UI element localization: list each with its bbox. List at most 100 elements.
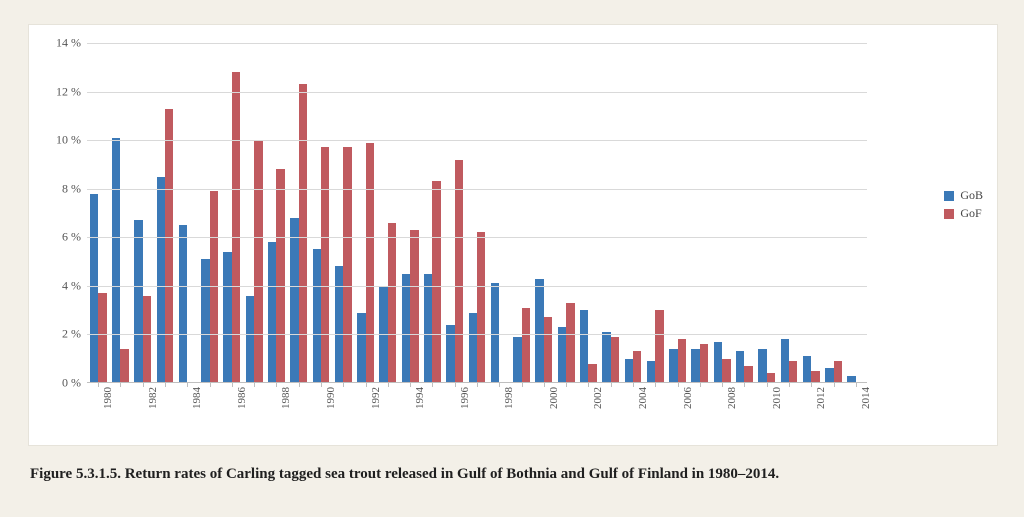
gridline — [87, 286, 867, 287]
bar-gob — [223, 252, 231, 383]
bar-gof — [633, 351, 641, 383]
x-tick-mark — [410, 383, 411, 387]
x-tick-mark — [388, 383, 389, 387]
x-tick-mark — [522, 383, 523, 387]
x-tick-mark — [856, 383, 857, 387]
bar-gof — [522, 308, 530, 383]
bar-gob — [491, 283, 499, 383]
bar-gob — [357, 313, 365, 383]
x-tick-label: 1994 — [414, 387, 426, 409]
bar-gof — [254, 140, 262, 383]
x-tick-label: 2014 — [860, 387, 872, 409]
bar-gob — [90, 194, 98, 383]
x-tick-label: 1986 — [236, 387, 248, 409]
x-tick-mark — [165, 383, 166, 387]
x-tick-mark — [722, 383, 723, 387]
bar-gof — [455, 160, 463, 383]
x-tick-mark — [120, 383, 121, 387]
x-tick-mark — [544, 383, 545, 387]
x-tick-label: 2004 — [637, 387, 649, 409]
bar-gob — [691, 349, 699, 383]
x-tick-mark — [343, 383, 344, 387]
plot-area: 0 %2 %4 %6 %8 %10 %12 %14 %1980198219841… — [87, 43, 867, 383]
bars-layer — [87, 43, 867, 383]
y-tick-label: 4 % — [62, 278, 81, 293]
x-tick-mark — [811, 383, 812, 387]
legend-label: GoB — [960, 188, 983, 203]
figure-caption: Figure 5.3.1.5. Return rates of Carling … — [28, 464, 996, 484]
legend-item: GoF — [944, 206, 983, 221]
bar-gof — [611, 337, 619, 383]
bar-gob — [179, 225, 187, 383]
bar-gob — [424, 274, 432, 383]
bar-gof — [789, 361, 797, 383]
bar-gob — [580, 310, 588, 383]
bar-gof — [321, 147, 329, 383]
x-tick-mark — [477, 383, 478, 387]
x-tick-label: 2000 — [548, 387, 560, 409]
x-tick-mark — [834, 383, 835, 387]
bar-gob — [602, 332, 610, 383]
x-tick-mark — [254, 383, 255, 387]
x-tick-mark — [700, 383, 701, 387]
gridline — [87, 334, 867, 335]
y-tick-label: 12 % — [56, 84, 81, 99]
x-tick-mark — [366, 383, 367, 387]
bar-gof — [655, 310, 663, 383]
bar-gob — [714, 342, 722, 383]
bar-gob — [335, 266, 343, 383]
bar-gob — [313, 249, 321, 383]
x-tick-label: 1998 — [503, 387, 515, 409]
bar-gob — [647, 361, 655, 383]
bar-gob — [201, 259, 209, 383]
bar-gof — [477, 232, 485, 383]
bar-gof — [834, 361, 842, 383]
bar-gob — [781, 339, 789, 383]
bar-gof — [700, 344, 708, 383]
x-tick-label: 1980 — [102, 387, 114, 409]
y-tick-label: 14 % — [56, 36, 81, 51]
x-tick-mark — [678, 383, 679, 387]
x-tick-mark — [98, 383, 99, 387]
x-tick-label: 2006 — [682, 387, 694, 409]
bar-gof — [299, 84, 307, 383]
x-tick-mark — [299, 383, 300, 387]
bar-gof — [120, 349, 128, 383]
bar-gof — [744, 366, 752, 383]
x-tick-mark — [499, 383, 500, 387]
bar-gob — [758, 349, 766, 383]
y-tick-label: 10 % — [56, 133, 81, 148]
gridline — [87, 237, 867, 238]
legend-label: GoF — [960, 206, 981, 221]
bar-gof — [722, 359, 730, 383]
bar-gob — [246, 296, 254, 383]
gridline — [87, 140, 867, 141]
bar-gof — [544, 317, 552, 383]
bar-gob — [625, 359, 633, 383]
x-tick-mark — [432, 383, 433, 387]
legend: GoB GoF — [944, 185, 983, 224]
x-tick-mark — [321, 383, 322, 387]
y-tick-label: 6 % — [62, 230, 81, 245]
bar-gob — [825, 368, 833, 383]
bar-gof — [678, 339, 686, 383]
gridline — [87, 43, 867, 44]
bar-gob — [513, 337, 521, 383]
x-tick-mark — [588, 383, 589, 387]
y-tick-label: 2 % — [62, 327, 81, 342]
bar-gob — [469, 313, 477, 383]
bar-gob — [803, 356, 811, 383]
x-tick-mark — [143, 383, 144, 387]
x-tick-label: 1996 — [459, 387, 471, 409]
x-tick-label: 1984 — [191, 387, 203, 409]
bar-gof — [566, 303, 574, 383]
x-tick-mark — [744, 383, 745, 387]
page: 0 %2 %4 %6 %8 %10 %12 %14 %1980198219841… — [0, 0, 1024, 517]
y-tick-label: 0 % — [62, 376, 81, 391]
x-tick-mark — [187, 383, 188, 387]
x-tick-mark — [633, 383, 634, 387]
legend-swatch — [944, 191, 954, 201]
bar-gob — [535, 279, 543, 383]
chart-frame: 0 %2 %4 %6 %8 %10 %12 %14 %1980198219841… — [28, 24, 998, 446]
x-tick-mark — [655, 383, 656, 387]
